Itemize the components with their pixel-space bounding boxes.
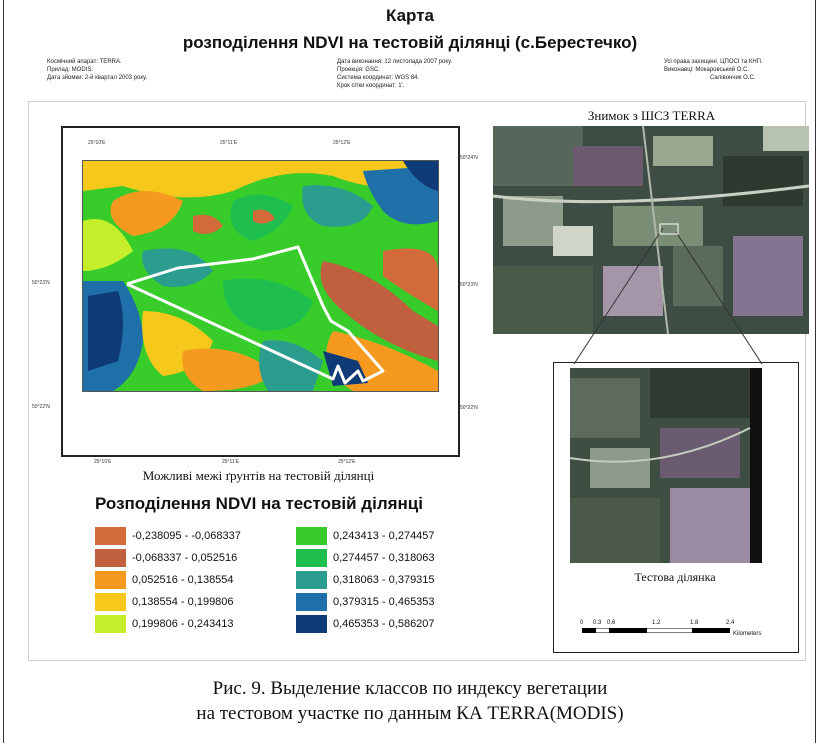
coord-bottom: 25°10'E: [94, 459, 112, 465]
meta-left: Космічний апарат: TERRA. Прилад: MODIS. …: [47, 58, 147, 82]
figure-caption-line2: на тестовом участке по данным КА TERRA(M…: [196, 703, 624, 724]
ndvi-raster: [82, 160, 439, 392]
meta-right-line: Виконавці: Мокаровський О.С.: [664, 67, 750, 73]
legend-label: 0,052516 - 0,138554: [132, 574, 234, 586]
legend-label: 0,379315 - 0,465353: [333, 596, 435, 608]
legend-swatch: [95, 593, 126, 611]
coord-right: 50°22'N: [460, 405, 478, 411]
legend-swatch: [95, 615, 126, 633]
scale-unit: Kilometers: [733, 631, 762, 637]
scale-label: 0: [580, 620, 584, 626]
legend-label: 0,318063 - 0,379315: [333, 574, 435, 586]
coord-right: 50°23'N: [460, 282, 478, 288]
coord-top: 25°11'E: [220, 140, 238, 146]
scale-label: 1.2: [652, 620, 661, 626]
coord-top: 25°10'E: [88, 140, 106, 146]
figure-caption-line1: Рис. 9. Выделение классов по индексу вег…: [212, 678, 608, 699]
meta-right: Усі права захищені. ЦПОСІ та КНП. Викона…: [664, 58, 763, 82]
legend-label: 0,138554 - 0,199806: [132, 596, 234, 608]
scale-label: 0.6: [607, 620, 616, 626]
legend-label: -0,068337 - 0,052516: [132, 552, 238, 564]
legend-swatch: [296, 527, 327, 545]
meta-center-line: Крок сітки координат: 1'.: [337, 83, 405, 89]
scale-label: 0.3: [593, 620, 602, 626]
legend-label: 0,274457 - 0,318063: [333, 552, 435, 564]
legend-label: -0,238095 - -0,068337: [132, 530, 241, 542]
coord-bottom: 25°12'E: [338, 459, 356, 465]
test-area-caption: Тестова ділянка: [634, 570, 716, 584]
meta-left-line: Дата зйомки: 2-й квартал 2003 року.: [47, 75, 148, 81]
frame-right-line: [815, 0, 816, 743]
meta-left-line: Космічний апарат: TERRA.: [47, 59, 122, 65]
meta-right-line: Усі права захищені. ЦПОСІ та КНП.: [664, 59, 763, 65]
coord-left: 50°23'N: [32, 280, 50, 286]
map-subtitle: розподілення NDVI на тестовій ділянці (с…: [182, 33, 638, 52]
legend-label: 0,465353 - 0,586207: [333, 618, 435, 630]
meta-center-line: Дата виконання: 12 листопада 2007 року.: [337, 59, 453, 65]
scale-label: 1.8: [690, 620, 699, 626]
meta-center-line: Система координат: WGS 84.: [337, 75, 420, 81]
frame-left-line: [3, 0, 4, 743]
scale-label: 2.4: [726, 620, 735, 626]
test-area-image: [570, 368, 762, 563]
coord-right: 50°24'N: [460, 155, 478, 161]
map-title: Карта: [386, 6, 434, 25]
legend-label: 0,243413 - 0,274457: [333, 530, 435, 542]
meta-center-line: Проекція: GSC.: [337, 67, 380, 73]
legend-swatch: [296, 615, 327, 633]
scale-bar-graphic: [582, 628, 730, 633]
coord-bottom: 25°11'E: [222, 459, 240, 465]
meta-center: Дата виконання: 12 листопада 2007 року. …: [337, 58, 452, 90]
map-caption: Можливі межі ґрунтів на тестовій ділянці: [142, 468, 375, 483]
legend-swatch: [296, 549, 327, 567]
coord-left: 50°22'N: [32, 404, 50, 410]
legend-swatch: [296, 571, 327, 589]
legend-swatch: [95, 527, 126, 545]
meta-right-line: Салівончик О.С.: [710, 75, 756, 81]
legend-swatch: [296, 593, 327, 611]
legend-swatch: [95, 571, 126, 589]
meta-left-line: Прилад: MODIS.: [47, 67, 94, 73]
map-panel: [28, 101, 806, 661]
satellite-caption: Знимок з ШСЗ TERRA: [587, 108, 716, 123]
satellite-image: [493, 126, 809, 334]
legend-label: 0,199806 - 0,243413: [132, 618, 234, 630]
coord-top: 25°12'E: [333, 140, 351, 146]
legend-title: Розподілення NDVI на тестовій ділянці: [95, 494, 423, 513]
legend-swatch: [95, 549, 126, 567]
